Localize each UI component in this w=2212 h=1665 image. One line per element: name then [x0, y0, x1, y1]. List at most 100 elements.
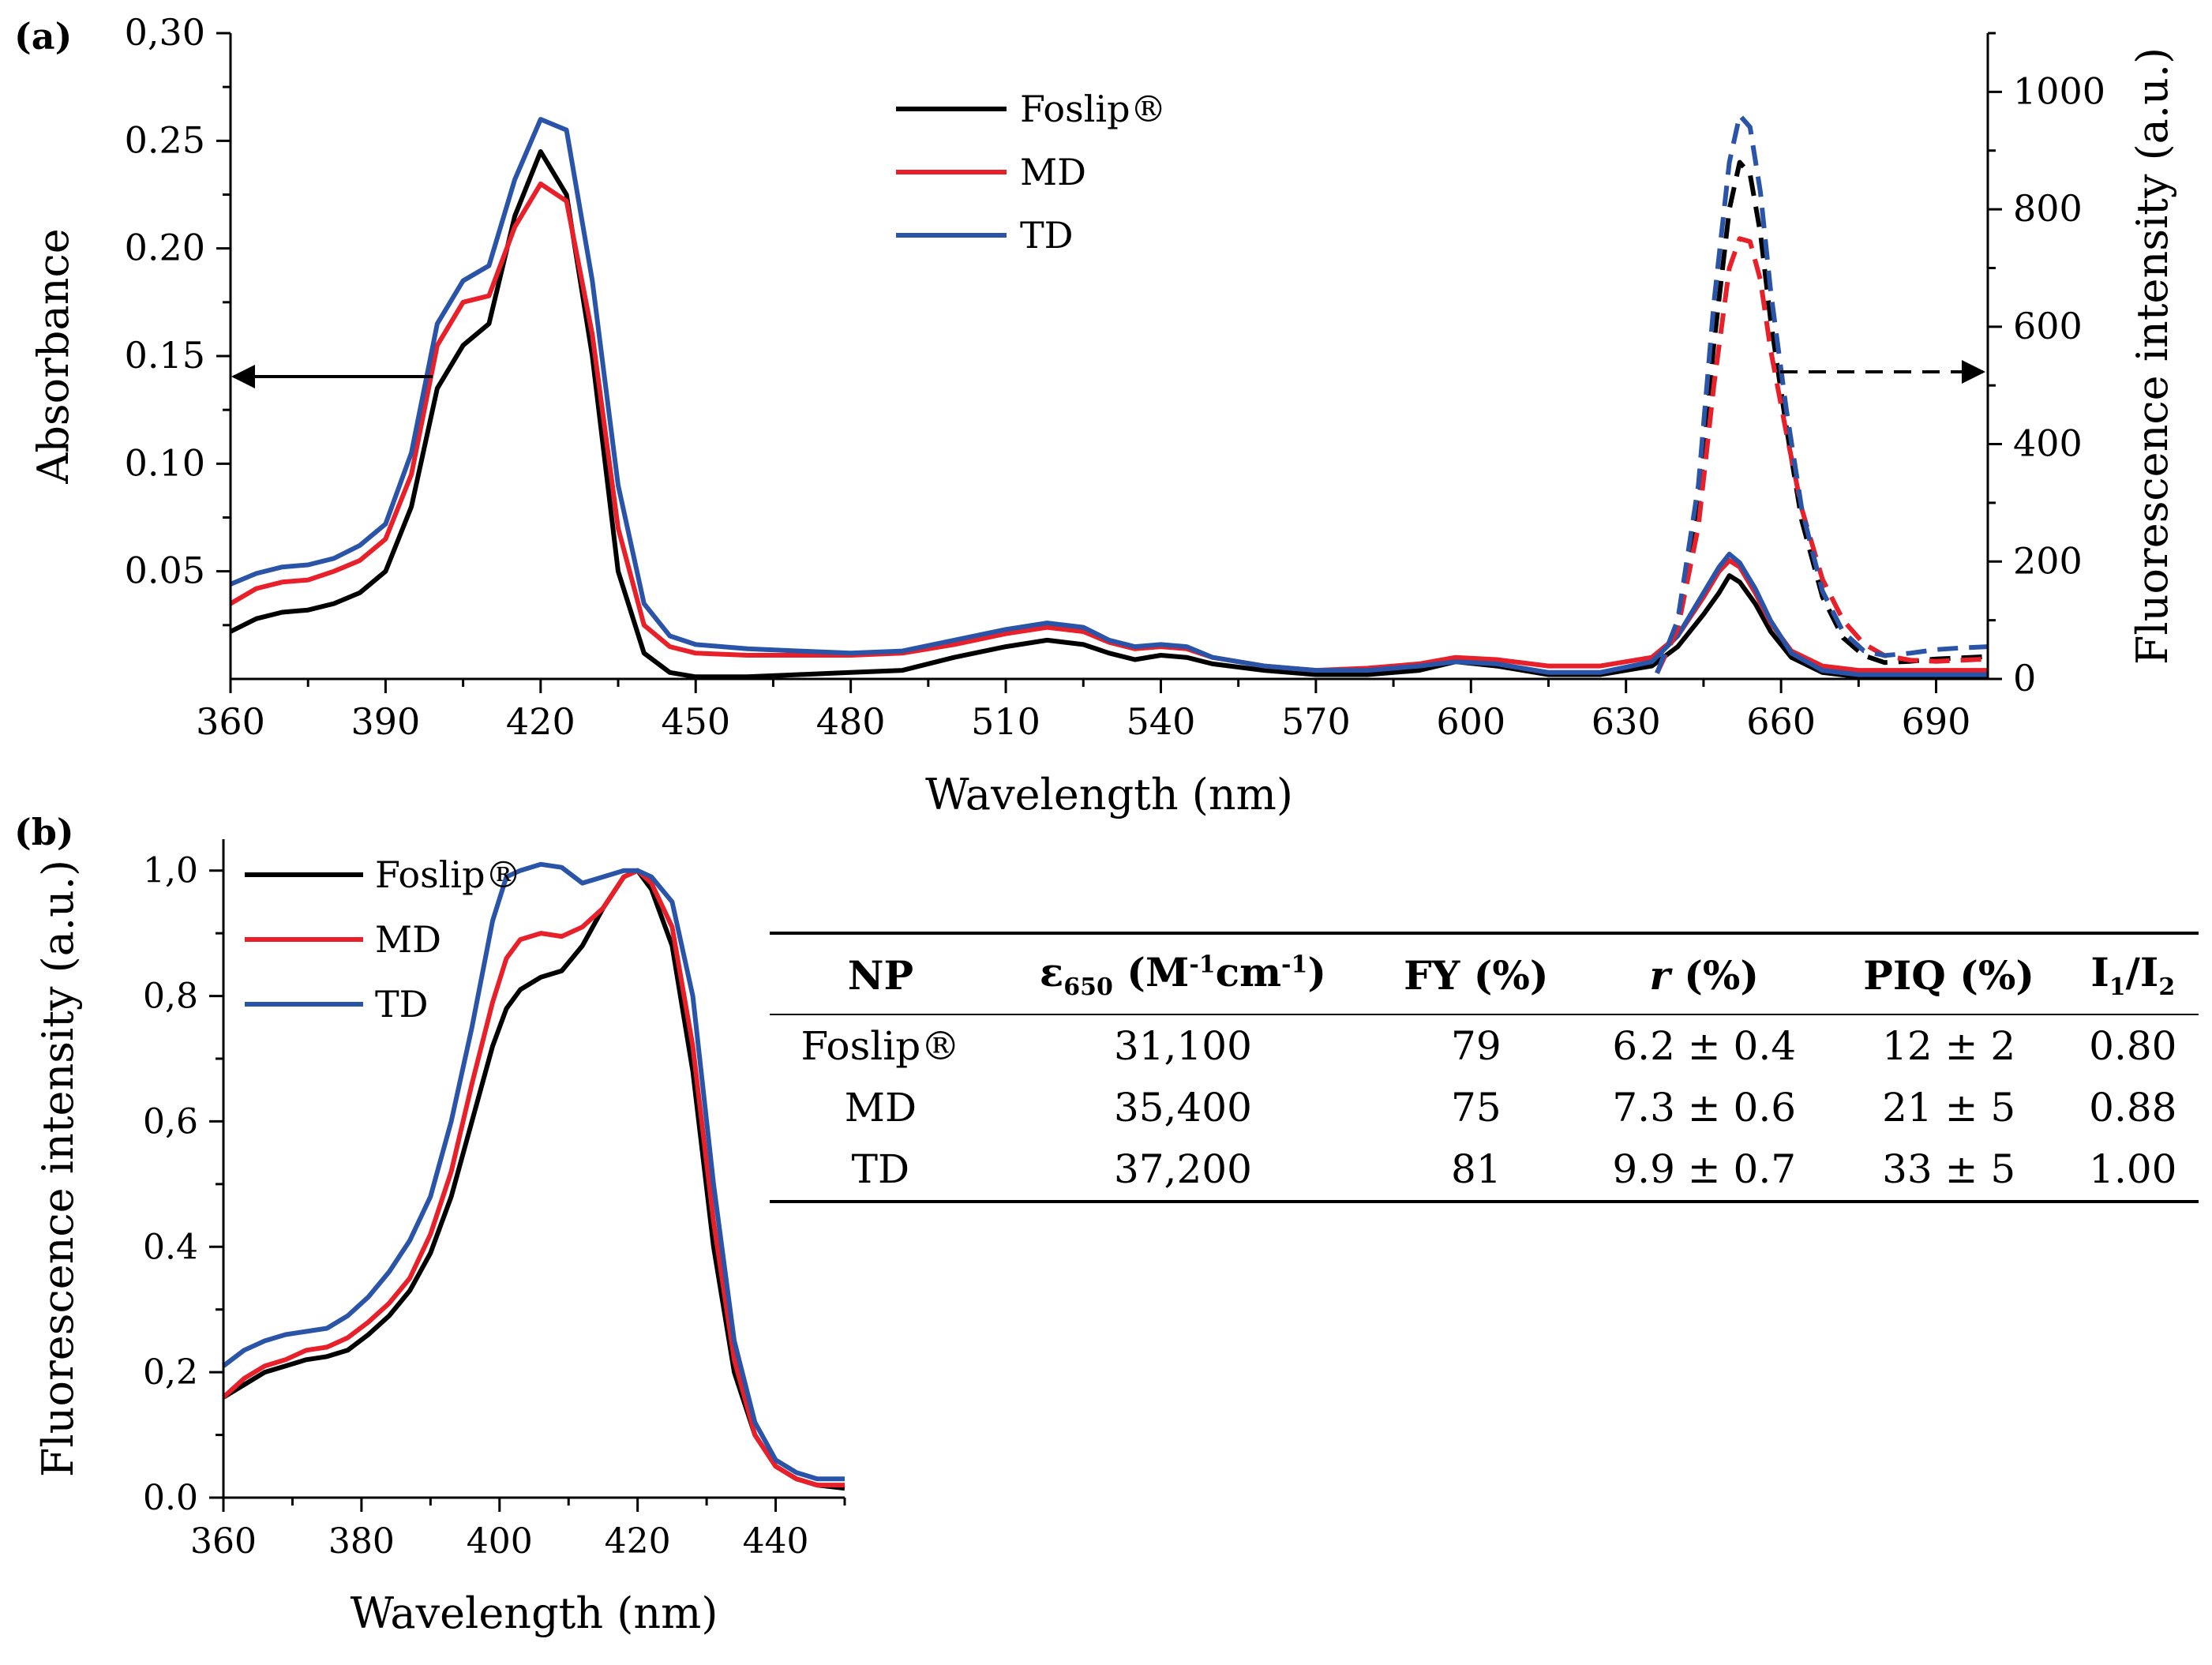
cell-eps: 31,100 — [1113, 1023, 1252, 1069]
panel-a-ytick-label-0: 0.05 — [125, 549, 205, 592]
cell-piq: 33 ± 5 — [1882, 1146, 2016, 1192]
panel-b-ytick-label-1: 0,2 — [143, 1352, 198, 1393]
panel-b-series-2 — [222, 861, 845, 1482]
panel-a-ytick-label-4: 0.25 — [125, 118, 205, 161]
legend-a-label-td: TD — [1020, 214, 1074, 257]
np-properties-table: NP ε650 (M-1cm-1) FY (%) r (%) PIQ (%) I… — [770, 932, 2199, 1203]
panel-a-series-0 — [229, 149, 1988, 680]
panel-a-xtick-label-10: 660 — [1746, 700, 1816, 743]
panel-a-y2tick-label-3: 600 — [2013, 305, 2083, 347]
header-ratio-i1: I — [2090, 949, 2109, 996]
legend-a-label-md: MD — [1020, 151, 1086, 193]
legend-b-label-md: MD — [375, 918, 441, 961]
cell-np: Foslip® — [800, 1023, 961, 1069]
header-epsilon-sub: 650 — [1063, 973, 1113, 1001]
panel-a-xtick-label-11: 690 — [1902, 700, 1971, 743]
cell-r: 9.9 ± 0.7 — [1612, 1146, 1797, 1192]
cell-ratio: 0.88 — [2089, 1085, 2177, 1131]
panel-a-xtick-label-3: 450 — [661, 700, 730, 743]
panel-a-y2tick-label-2: 400 — [2013, 422, 2083, 465]
header-piq: PIQ (%) — [1863, 951, 2035, 999]
panel-a-y2tick-label-1: 200 — [2013, 539, 2083, 582]
panel-b-ytick-label-5: 1,0 — [143, 851, 198, 891]
panel-a-xtick-label-1: 390 — [351, 700, 421, 743]
header-epsilon-exp1: -1 — [1189, 951, 1216, 979]
header-epsilon-unit-a: (M — [1127, 949, 1190, 996]
table-header-row: NP ε650 (M-1cm-1) FY (%) r (%) PIQ (%) I… — [770, 933, 2199, 1014]
panel-a-ytick-label-5: 0,30 — [125, 11, 205, 54]
header-ratio-sub1: 1 — [2109, 973, 2126, 1001]
legend-b-label-foslip: Foslip® — [375, 853, 522, 896]
table-row: MD 35,400 75 7.3 ± 0.6 21 ± 5 0.88 — [770, 1077, 2199, 1138]
header-np: NP — [847, 951, 914, 999]
cell-fy: 79 — [1451, 1023, 1502, 1069]
panel-b-xtick-label-4: 440 — [743, 1521, 809, 1562]
panel-b-ytick-label-0: 0.0 — [143, 1478, 198, 1518]
panel-a-y2tick-label-4: 800 — [2013, 187, 2083, 230]
panel-a-series-1 — [229, 181, 1988, 673]
panel-a-xlabel: Wavelength (nm) — [925, 770, 1293, 819]
cell-r: 6.2 ± 0.4 — [1612, 1023, 1797, 1069]
panel-b-label: (b) — [14, 811, 74, 853]
panel-b-xtick-label-3: 420 — [605, 1521, 671, 1562]
panel-a-xtick-label-7: 570 — [1281, 700, 1351, 743]
panel-a-xtick-label-0: 360 — [196, 700, 265, 743]
panel-b-ytick-label-3: 0,6 — [143, 1101, 198, 1142]
panel-a-y2label: Fluorescence intensity (a.u.) — [2128, 47, 2177, 665]
header-ratio-slash: /I — [2125, 949, 2159, 996]
header-ratio: I1/I2 — [2068, 933, 2199, 1014]
panel-b-xlabel: Wavelength (nm) — [351, 1588, 718, 1638]
cell-piq: 12 ± 2 — [1882, 1023, 2016, 1069]
header-epsilon-unit-c: ) — [1307, 949, 1326, 996]
np-properties-table-wrap: NP ε650 (M-1cm-1) FY (%) r (%) PIQ (%) I… — [770, 932, 2199, 1203]
panel-a-ytick-label-1: 0.10 — [125, 441, 205, 484]
panel-a-ytick-label-3: 0.20 — [125, 227, 205, 269]
panel-a-y2tick-label-5: 1000 — [2013, 69, 2105, 112]
header-epsilon: ε650 (M-1cm-1) — [992, 933, 1374, 1014]
header-r-symbol: r — [1649, 951, 1670, 999]
panel-b-xtick-label-2: 400 — [467, 1521, 533, 1562]
panel-a-xtick-label-9: 630 — [1592, 700, 1661, 743]
panel-a-ylabel: Absorbance — [28, 228, 78, 484]
panel-b-xtick-label-0: 360 — [190, 1521, 257, 1562]
table-row: TD 37,200 81 9.9 ± 0.7 33 ± 5 1.00 — [770, 1138, 2199, 1202]
cell-ratio: 1.00 — [2089, 1146, 2177, 1192]
panel-a-xtick-label-8: 600 — [1436, 700, 1505, 743]
panel-a-ytick-label-2: 0.15 — [125, 334, 205, 377]
header-r-unit: (%) — [1684, 951, 1760, 999]
panel-b-series-0 — [222, 868, 845, 1491]
cell-ratio: 0.80 — [2089, 1023, 2177, 1069]
cell-piq: 21 ± 5 — [1882, 1085, 2016, 1131]
cell-np: TD — [851, 1146, 910, 1192]
panel-a-chart: 360 390 420 450 480 510 540 570 600 630 660 690 0.05… — [28, 11, 2177, 819]
panel-a-xtick-label-5: 510 — [971, 700, 1040, 743]
cell-np: MD — [844, 1085, 917, 1131]
cell-eps: 35,400 — [1113, 1085, 1252, 1131]
legend-b-label-td: TD — [375, 983, 429, 1026]
panel-a-y2tick-label-0: 0 — [2013, 657, 2036, 699]
header-epsilon-unit-b: cm — [1215, 949, 1281, 996]
panel-b-ytick-label-4: 0,8 — [143, 977, 198, 1017]
panel-a-series-5 — [1655, 113, 1989, 674]
cell-eps: 37,200 — [1113, 1146, 1252, 1192]
header-ratio-sub2: 2 — [2158, 973, 2176, 1001]
panel-a-series-4 — [1655, 236, 1989, 674]
panel-a-xtick-label-2: 420 — [506, 700, 575, 743]
panel-b-legend: Foslip® MD TD — [245, 853, 522, 1026]
header-r: r (%) — [1578, 933, 1831, 1014]
panel-a-legend: Foslip® MD TD — [896, 88, 1167, 257]
cell-r: 7.3 ± 0.6 — [1612, 1085, 1797, 1131]
panel-b-series-1 — [221, 868, 845, 1488]
panel-a-series-2 — [229, 117, 1988, 677]
panel-b-ytick-label-2: 0.4 — [143, 1227, 198, 1267]
header-epsilon-symbol: ε — [1039, 949, 1064, 996]
panel-b-xtick-label-1: 380 — [328, 1521, 395, 1562]
panel-b-ylabel: Fluorescence intensity (a.u.) — [33, 860, 83, 1477]
panel-a-xtick-label-6: 540 — [1127, 700, 1196, 743]
table-row: Foslip® 31,100 79 6.2 ± 0.4 12 ± 2 0.80 — [770, 1014, 2199, 1077]
panel-b-chart: 360 380 400 420 440 0.0 0,2 0.4 0,6 0,8 1,0 Wavelen… — [33, 839, 846, 1638]
panel-a-label: (a) — [14, 15, 72, 58]
legend-a-label-foslip: Foslip® — [1020, 88, 1167, 130]
header-epsilon-exp2: -1 — [1281, 951, 1308, 979]
